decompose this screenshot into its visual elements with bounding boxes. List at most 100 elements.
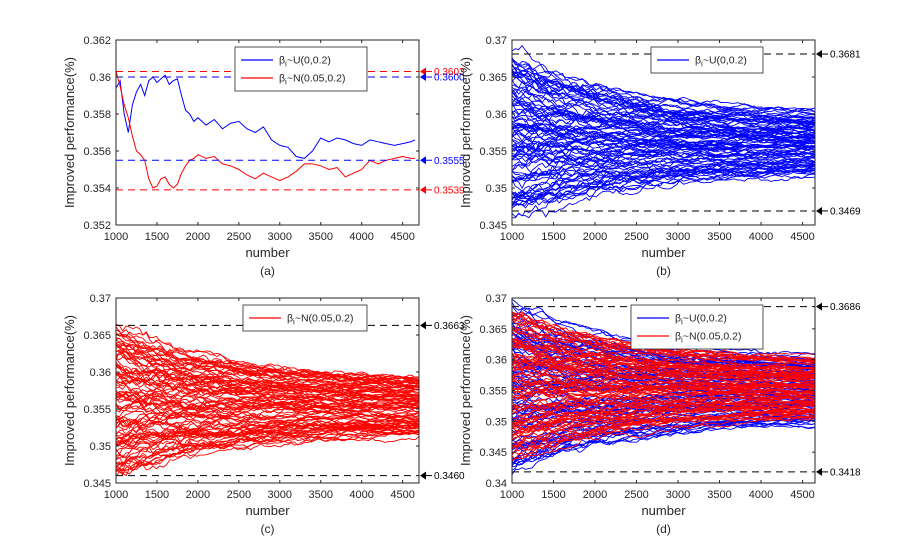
reference-label: 0.3681 [830,50,861,61]
panel-caption: (d) [656,522,671,536]
series-line-0-52 [116,391,419,411]
legend: βi~U(0,0.2) βi~N(0.05,0.2) [630,304,764,350]
x-tick-label: 1000 [104,489,128,501]
series-line-0-88 [116,342,419,389]
series-line-1-68 [512,358,815,386]
series-line-0-8 [512,419,815,462]
y-axis-label: Improved performance(%) [458,57,473,208]
x-tick-label: 1500 [541,489,565,501]
series-line-1-39 [512,396,815,409]
reference-label: 0.3603 [434,67,465,78]
series-line-0-14 [512,167,815,196]
series-line-1-85 [512,323,815,371]
reference-marker [816,50,822,59]
y-tick-label: 0.35 [486,416,507,428]
x-tick-label: 3500 [707,231,731,243]
legend-label: βi~N(0.05,0.2) [675,331,742,345]
legend-label: βi~U(0,0.2) [675,313,727,327]
series-line-0-69 [116,374,419,394]
series-line-0-95 [512,66,815,119]
axes-box [511,39,816,226]
series-line-1-64 [512,356,815,381]
series-line-1-86 [512,327,815,368]
series-line-0-22 [512,161,815,182]
x-tick-label: 4000 [749,231,773,243]
series-line-1-25 [512,401,815,426]
series-line-1-11 [512,412,815,447]
x-tick-label: 2500 [624,489,648,501]
x-tick-label: 4500 [390,231,414,243]
x-tick-label: 1000 [500,489,524,501]
y-tick-label: 0.365 [479,72,507,84]
series-line-0-41 [116,400,419,427]
series-line-0-99 [116,329,419,382]
x-axis-label: number [641,245,686,260]
series-line-1-78 [512,338,815,379]
series-line-0-87 [512,71,815,126]
x-tick-label: 1500 [145,231,169,243]
series-line-1-38 [512,391,815,412]
chart-panel-c: 0.3663 0.3460 1000 1500 2000 2500 3000 3500 4000… [62,293,465,536]
x-tick-label: 1500 [145,489,169,501]
reference-label: 0.3555 [434,156,465,167]
series-line-0-77 [116,351,419,397]
x-tick-label: 3000 [268,489,292,501]
y-tick-label: 0.35 [90,441,111,453]
y-tick-label: 0.352 [83,220,111,232]
series-line-0-8 [512,168,815,206]
axes-box [115,297,420,484]
x-tick-label: 2000 [186,489,210,501]
y-tick-label: 0.37 [486,35,507,47]
series-line-0-99 [512,44,815,113]
series-line-0-30 [116,421,419,441]
series-line-1-26 [512,403,815,432]
series-line-1-84 [512,339,815,373]
series-line-0-58 [116,390,419,416]
x-tick-label: 1500 [541,231,565,243]
reference-marker [816,467,822,476]
series-line-1-34 [512,398,815,414]
x-tick-label: 3500 [308,489,332,501]
series-line-1-87 [512,332,815,371]
legend-box [234,46,368,92]
legend-label: βi~U(0,0.2) [279,55,331,69]
chart-panel-d: 0.3686 0.3418 1000 1500 2000 2500 3000 3500 4000… [458,293,861,536]
y-tick-label: 0.345 [479,447,507,459]
y-tick-label: 0.36 [90,367,111,379]
axes-box [115,39,420,226]
x-tick-label: 2000 [583,489,607,501]
series-line-1-58 [512,372,815,396]
y-tick-label: 0.35 [486,183,507,195]
x-tick-label: 4500 [790,489,814,501]
y-tick-label: 0.358 [83,109,111,121]
series-line-1-99 [512,311,815,364]
series-line-0-10 [512,419,815,459]
series-line-0-53 [116,391,419,413]
reference-label: 0.3686 [830,302,861,313]
reference-label: 0.3418 [830,467,861,478]
series-line-0-4 [512,170,815,209]
series-line-0-98 [512,58,815,111]
series-line-1-54 [512,374,815,391]
series-line-0 [116,74,416,159]
series-line-0-11 [512,410,815,454]
y-axis-label: Improved performance(%) [458,315,473,466]
series-line-0-18 [116,422,419,450]
plot-lines [512,298,815,475]
reference-label: 0.3460 [434,471,465,482]
reference-marker [420,185,426,194]
y-axis-label: Improved performance(%) [62,315,77,466]
y-tick-label: 0.34 [486,478,507,490]
series-line-1-46 [512,379,815,391]
plot-lines [116,323,419,477]
series-line-0-75 [512,91,815,131]
y-tick-label: 0.36 [486,355,507,367]
y-tick-label: 0.365 [479,324,507,336]
series-line-0-64 [512,111,815,131]
legend-label: βi~N(0.05,0.2) [287,313,354,327]
reference-marker [420,471,426,480]
series-line-0-20 [512,160,815,180]
series-line-1-56 [512,373,815,390]
y-tick-label: 0.345 [83,478,111,490]
series-line-0-7 [512,414,815,466]
